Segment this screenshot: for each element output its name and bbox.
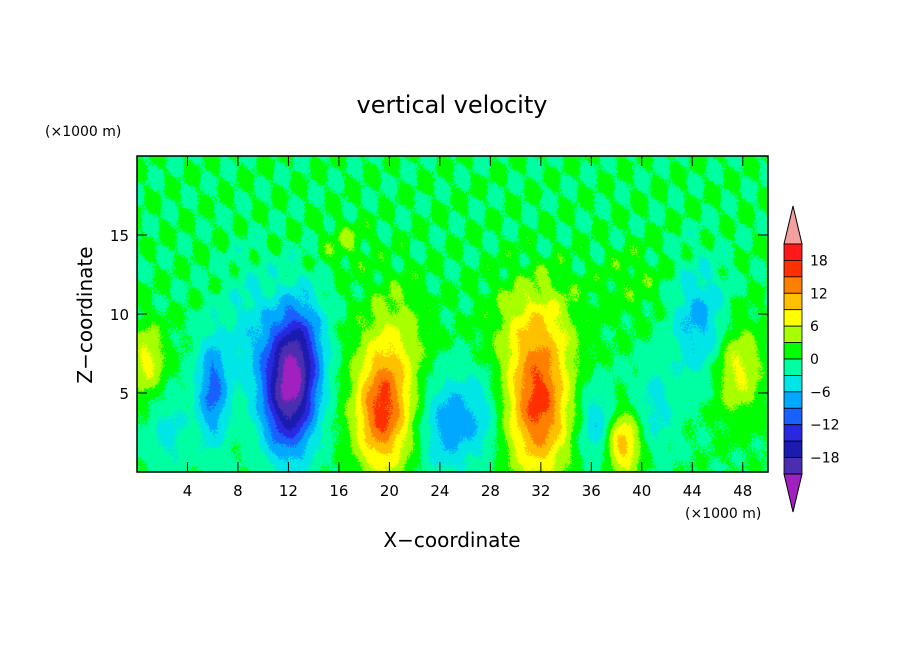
- x-axis-label: X−coordinate: [383, 528, 520, 552]
- colorbar-bin: [783, 325, 803, 343]
- y-axis-ticks: 5 10 15: [110, 227, 768, 403]
- colorbar-bin: [783, 309, 803, 327]
- x-tick-label: 32: [531, 482, 550, 500]
- colorbar-bin: [783, 243, 803, 261]
- colorbar-bin: [783, 292, 803, 311]
- colorbar-max-arrow: [783, 205, 803, 245]
- x-tick-label: 48: [733, 482, 752, 500]
- colorbar-bin: [783, 375, 803, 393]
- x-tick-label: 28: [481, 482, 500, 500]
- colorbar-bin: [783, 440, 803, 458]
- colorbar-tick-label: 6: [810, 319, 819, 335]
- chart-title: vertical velocity: [357, 91, 548, 119]
- x-tick-label: 20: [380, 482, 399, 500]
- colorbar-tick-label: 0: [810, 352, 819, 368]
- x-tick-label: 16: [329, 482, 348, 500]
- colorbar-min-arrow: [783, 473, 803, 513]
- colorbar-tick-label: −12: [810, 418, 840, 434]
- y-axis-label: Z−coordinate: [73, 246, 97, 383]
- x-axis-ticks: 4 8 12 16 20 24 28 32 36 40 44 48: [183, 156, 752, 500]
- y-tick-label: 10: [110, 306, 129, 324]
- y-tick-label: 5: [119, 385, 129, 403]
- colorbar-bin: [783, 391, 803, 409]
- x-tick-label: 4: [183, 482, 193, 500]
- colorbar-tick-label: −6: [810, 385, 831, 401]
- colorbar-bin: [783, 276, 803, 294]
- colorbar-bin: [783, 457, 803, 475]
- x-tick-label: 36: [582, 482, 601, 500]
- colorbar-tick-label: 18: [810, 253, 828, 269]
- colorbar-tick-label: −18: [810, 451, 840, 467]
- x-tick-label: 40: [632, 482, 651, 500]
- x-tick-label: 24: [430, 482, 449, 500]
- x-unit-label: (×1000 m): [685, 506, 761, 522]
- colorbar-bin: [783, 424, 803, 442]
- x-tick-label: 12: [279, 482, 298, 500]
- colorbar-bin: [783, 358, 803, 376]
- x-tick-label: 8: [233, 482, 243, 500]
- heatmap-field: [137, 156, 768, 472]
- colorbar-bin: [783, 260, 803, 278]
- y-tick-label: 15: [110, 227, 129, 245]
- colorbar: 18 12 6 0 −6 −12 −18: [783, 205, 840, 513]
- colorbar-bin: [783, 342, 803, 360]
- x-tick-label: 44: [683, 482, 702, 500]
- y-unit-label: (×1000 m): [45, 124, 121, 140]
- colorbar-tick-label: 12: [810, 286, 828, 302]
- colorbar-bin: [783, 407, 803, 426]
